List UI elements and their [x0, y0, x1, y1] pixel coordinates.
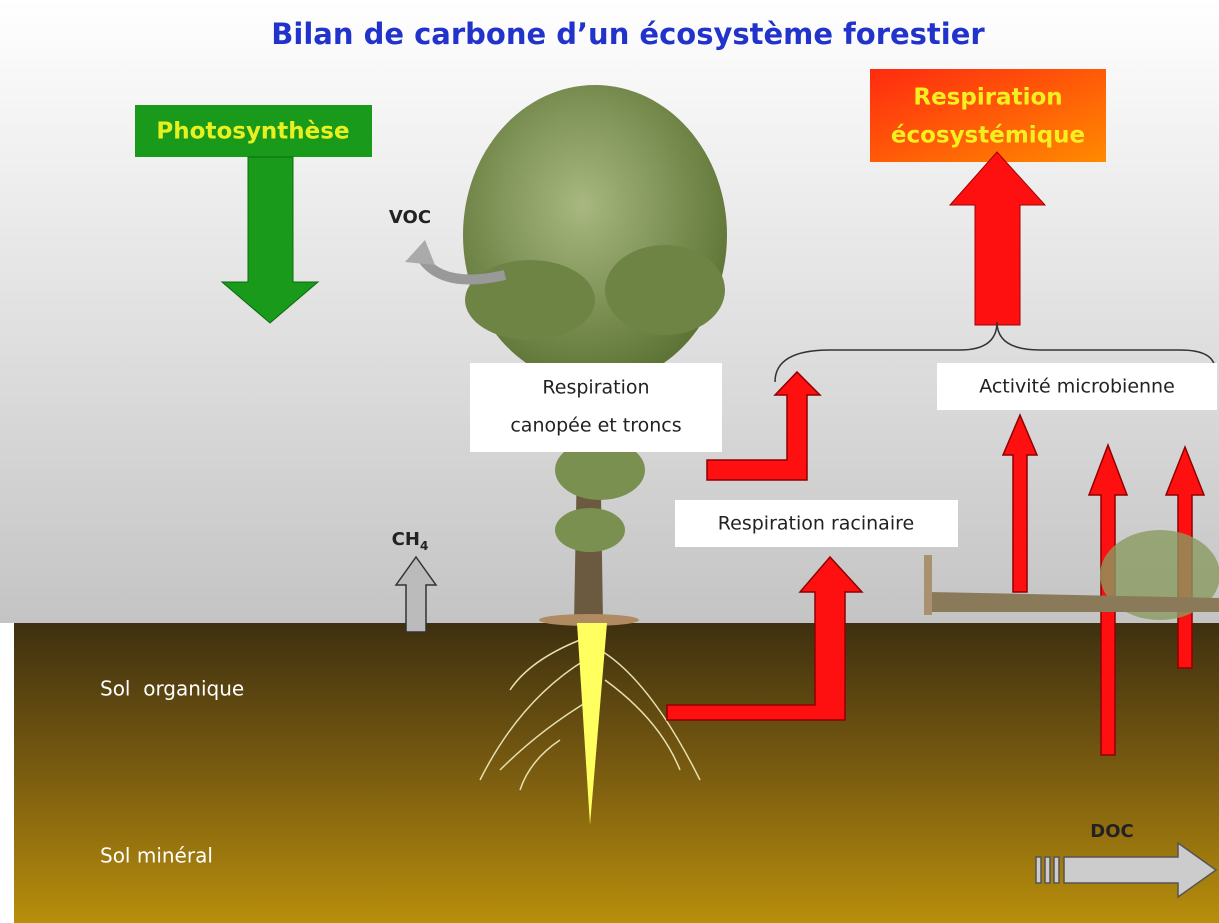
- mineral-soil-label: Sol minéral: [100, 844, 213, 868]
- root-respiration-label: Respiration racinaire: [718, 513, 914, 535]
- photosynthesis-label: Photosynthèse: [156, 119, 349, 145]
- doc-label: DOC: [1090, 821, 1133, 842]
- canopy-respiration-label: canopée et troncs: [510, 415, 681, 437]
- page: Bilan de carbone d’un écosystème foresti…: [0, 0, 1219, 923]
- canopy-respiration-label: Respiration: [542, 377, 649, 399]
- microbial-activity-label: Activité microbienne: [979, 376, 1175, 398]
- ecosystem-respiration-label: écosystémique: [891, 123, 1085, 149]
- organic-soil-label: Sol organique: [100, 677, 244, 701]
- diagram: Bilan de carbone d’un écosystème foresti…: [0, 0, 1219, 923]
- title: Bilan de carbone d’un écosystème foresti…: [271, 17, 985, 51]
- methane-subscript: 4: [420, 539, 428, 553]
- methane-base: CH: [392, 529, 420, 550]
- voc-label: VOC: [389, 207, 431, 228]
- ecosystem-respiration-label: Respiration: [913, 85, 1062, 111]
